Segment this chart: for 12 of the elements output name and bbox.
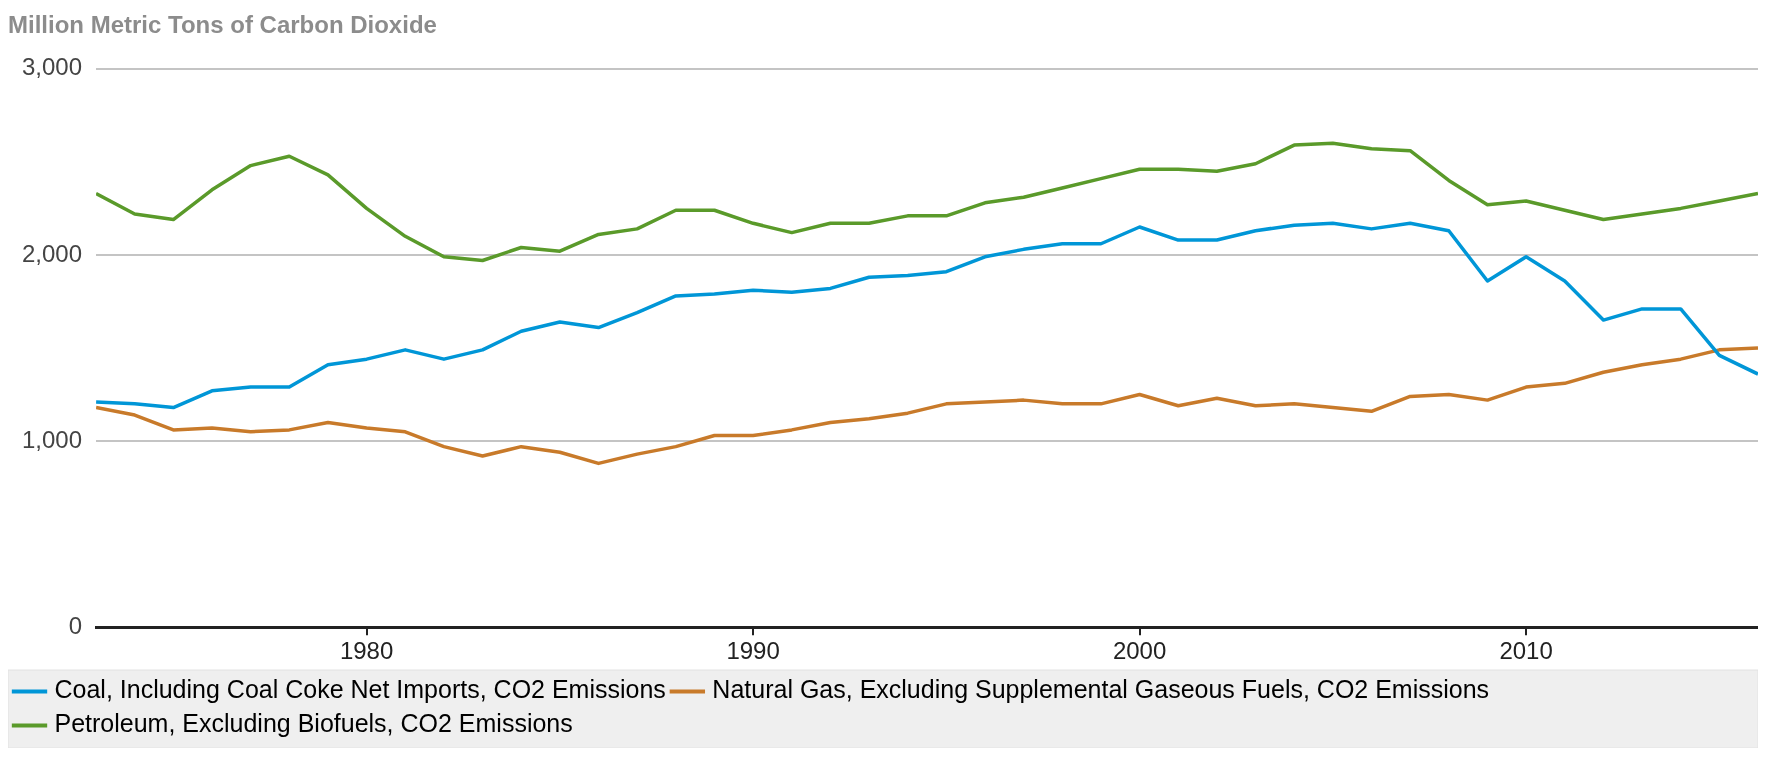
legend-label: Natural Gas, Excluding Supplemental Gaseous Fuels, CO2 Emissions [712, 675, 1490, 704]
x-tick-label: 2000 [1112, 637, 1167, 665]
x-tick-label: 1990 [726, 637, 780, 665]
legend-label: Petroleum, Excluding Biofuels, CO2 Emissions [54, 709, 573, 738]
legend-label: Coal, Including Coal Coke Net Imports, CO2 Emissions [54, 675, 666, 704]
chart-title: Million Metric Tons of Carbon Dioxide [8, 11, 437, 39]
y-tick-label: 3,000 [22, 53, 83, 81]
y-tick-label: 2,000 [22, 239, 83, 267]
y-tick-label: 1,000 [22, 425, 83, 453]
y-tick-label: 0 [68, 611, 83, 639]
x-tick-label: 1980 [339, 637, 394, 665]
x-tick-label: 2010 [1499, 637, 1553, 665]
